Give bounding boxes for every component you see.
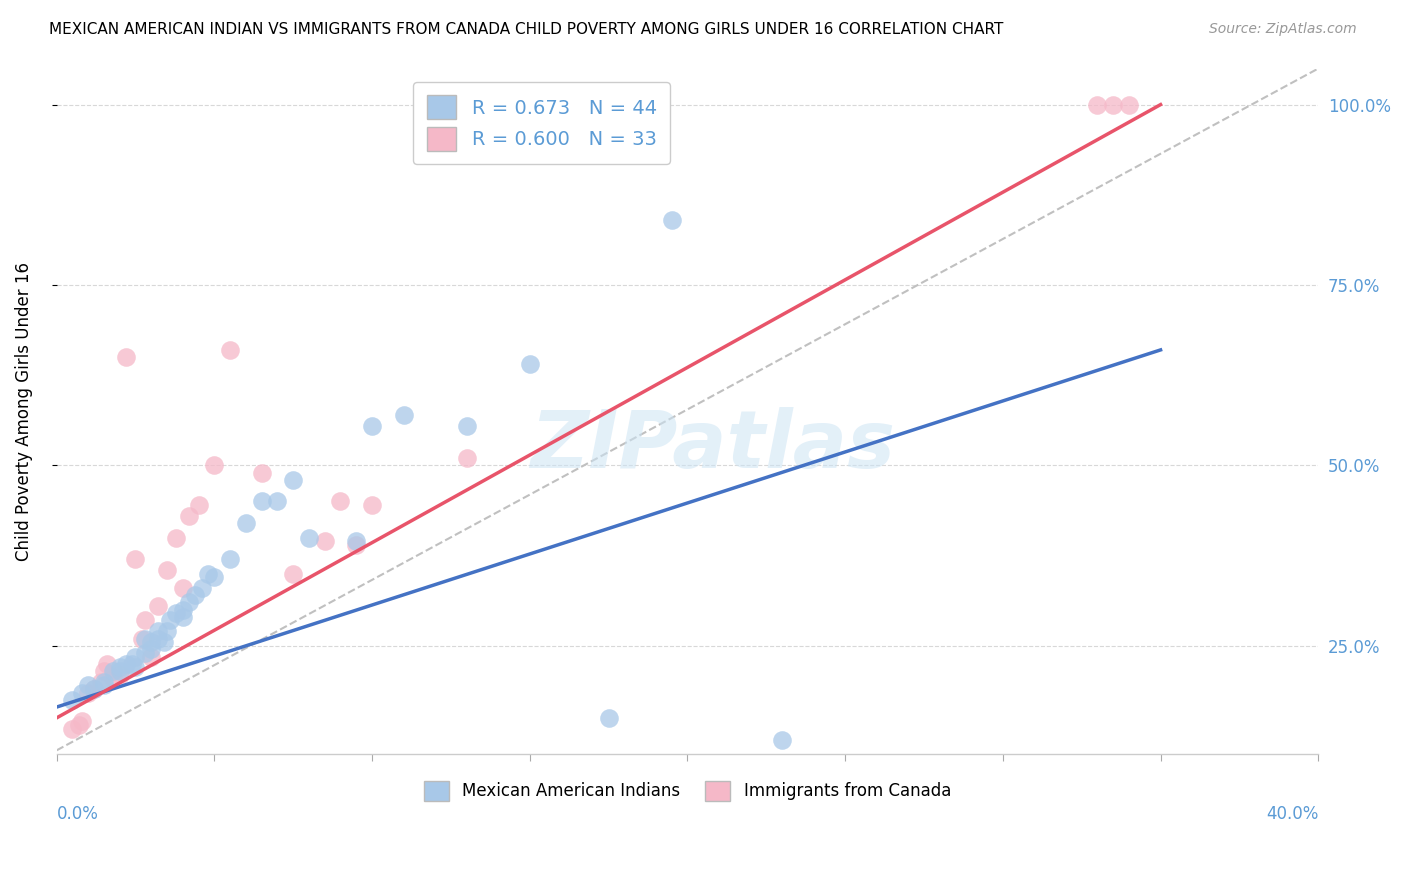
Point: [77, 678, 100, 692]
Point: [96, 657, 118, 671]
Point: [131, 632, 153, 646]
Text: 0.0%: 0.0%: [56, 805, 98, 823]
Point: [598, 711, 620, 725]
Point: [172, 602, 194, 616]
Point: [93, 674, 115, 689]
Point: [108, 660, 131, 674]
Point: [1102, 97, 1125, 112]
Point: [172, 610, 194, 624]
Point: [283, 473, 305, 487]
Point: [156, 563, 179, 577]
Point: [108, 664, 131, 678]
Point: [60, 693, 83, 707]
Point: [177, 508, 200, 523]
Point: [219, 343, 242, 357]
Point: [90, 674, 112, 689]
Point: [146, 624, 169, 639]
Point: [250, 494, 273, 508]
Point: [70, 685, 93, 699]
Point: [166, 531, 188, 545]
Point: [329, 494, 352, 508]
Point: [70, 714, 93, 729]
Point: [146, 599, 169, 613]
Point: [77, 685, 100, 699]
Point: [456, 451, 478, 466]
Text: MEXICAN AMERICAN INDIAN VS IMMIGRANTS FROM CANADA CHILD POVERTY AMONG GIRLS UNDE: MEXICAN AMERICAN INDIAN VS IMMIGRANTS FR…: [49, 22, 1004, 37]
Point: [93, 664, 115, 678]
Point: [146, 632, 169, 646]
Point: [202, 570, 225, 584]
Point: [172, 581, 194, 595]
Point: [60, 722, 83, 736]
Point: [166, 607, 188, 621]
Text: Source: ZipAtlas.com: Source: ZipAtlas.com: [1209, 22, 1357, 37]
Point: [134, 614, 156, 628]
Point: [250, 466, 273, 480]
Point: [134, 646, 156, 660]
Point: [519, 357, 541, 371]
Point: [298, 531, 321, 545]
Point: [103, 671, 125, 685]
Point: [141, 649, 163, 664]
Point: [134, 632, 156, 646]
Point: [266, 494, 288, 508]
Y-axis label: Child Poverty Among Girls Under 16: Child Poverty Among Girls Under 16: [15, 261, 32, 561]
Point: [103, 664, 125, 678]
Point: [67, 718, 90, 732]
Point: [344, 538, 367, 552]
Point: [115, 657, 138, 671]
Point: [392, 408, 415, 422]
Point: [361, 418, 384, 433]
Point: [190, 581, 212, 595]
Point: [184, 588, 207, 602]
Point: [153, 635, 176, 649]
Point: [770, 732, 793, 747]
Text: 40.0%: 40.0%: [1265, 805, 1319, 823]
Point: [235, 516, 257, 530]
Point: [121, 657, 143, 671]
Point: [156, 624, 179, 639]
Point: [141, 635, 163, 649]
Point: [314, 534, 336, 549]
Point: [93, 678, 115, 692]
Point: [108, 667, 131, 681]
Point: [124, 660, 146, 674]
Point: [124, 649, 146, 664]
Legend: Mexican American Indians, Immigrants from Canada: Mexican American Indians, Immigrants fro…: [411, 767, 965, 814]
Point: [187, 498, 209, 512]
Point: [344, 534, 367, 549]
Point: [219, 552, 242, 566]
Point: [141, 642, 163, 657]
Text: ZIPatlas: ZIPatlas: [530, 407, 896, 484]
Point: [361, 498, 384, 512]
Point: [83, 681, 105, 696]
Point: [1118, 97, 1140, 112]
Point: [159, 614, 181, 628]
Point: [83, 681, 105, 696]
Point: [124, 552, 146, 566]
Point: [115, 350, 138, 364]
Point: [1087, 97, 1109, 112]
Point: [202, 458, 225, 473]
Point: [177, 595, 200, 609]
Point: [456, 418, 478, 433]
Point: [661, 213, 683, 227]
Point: [197, 566, 219, 581]
Point: [283, 566, 305, 581]
